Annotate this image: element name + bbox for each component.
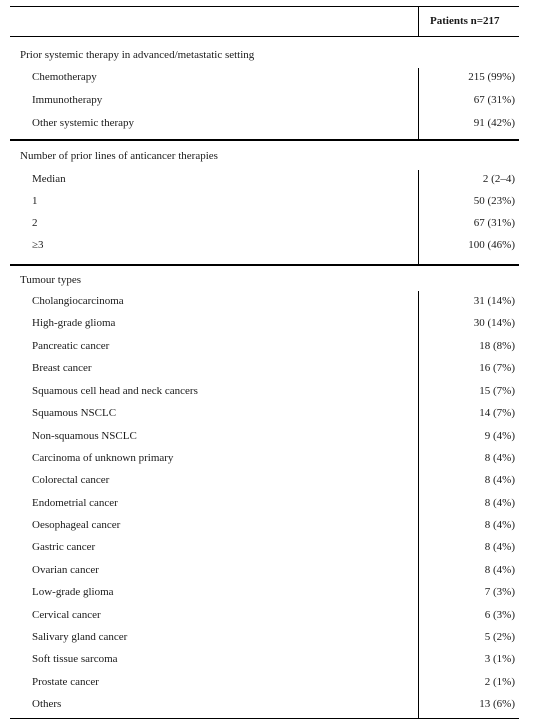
characteristics-table: Patients n=217 Prior systemic therapy in… (10, 6, 519, 719)
row-value: 50 (23%) (473, 195, 515, 207)
row-value: 15 (7%) (479, 385, 515, 397)
row-value: 67 (31%) (473, 217, 515, 229)
section-title: Prior systemic therapy in advanced/metas… (20, 49, 255, 61)
row-label: ≥3 (32, 239, 44, 251)
row-label: High-grade glioma (32, 317, 116, 329)
column-divider (418, 291, 419, 718)
row-value: 8 (4%) (484, 474, 515, 486)
row-value: 8 (4%) (484, 452, 515, 464)
row-value: 18 (8%) (479, 340, 515, 352)
row-value: 5 (2%) (484, 631, 515, 643)
row-label: Chemotherapy (32, 71, 97, 83)
row-value: 8 (4%) (484, 541, 515, 553)
table-bottom-rule (10, 718, 519, 719)
section-title: Tumour types (20, 274, 82, 286)
row-value: 2 (1%) (484, 676, 515, 688)
row-value: 100 (46%) (468, 239, 515, 251)
row-value: 3 (1%) (484, 653, 515, 665)
row-label: Cervical cancer (32, 609, 101, 621)
row-label: Squamous cell head and neck cancers (32, 385, 198, 397)
column-divider (418, 170, 419, 264)
section-1-rule (10, 139, 519, 141)
row-label: Salivary gland cancer (32, 631, 128, 643)
column-divider (418, 68, 419, 139)
row-value: 2 (2–4) (482, 173, 515, 185)
row-label: Ovarian cancer (32, 564, 99, 576)
row-value: 91 (42%) (473, 117, 515, 129)
row-label: Endometrial cancer (32, 497, 118, 509)
row-label: Immunotherapy (32, 94, 103, 106)
row-label: Squamous NSCLC (32, 407, 117, 419)
row-label: Breast cancer (32, 362, 92, 374)
row-label: Pancreatic cancer (32, 340, 110, 352)
row-value: 8 (4%) (484, 497, 515, 509)
row-value: 6 (3%) (484, 609, 515, 621)
row-label: Prostate cancer (32, 676, 99, 688)
row-label: Gastric cancer (32, 541, 96, 553)
row-label: Soft tissue sarcoma (32, 653, 118, 665)
row-label: 1 (32, 195, 38, 207)
header-rule (10, 36, 519, 37)
row-value: 215 (99%) (468, 71, 515, 83)
row-label: Median (32, 173, 66, 185)
row-label: Cholangiocarcinoma (32, 295, 124, 307)
row-value: 14 (7%) (479, 407, 515, 419)
row-value: 9 (4%) (484, 430, 515, 442)
row-value: 31 (14%) (473, 295, 515, 307)
row-value: 13 (6%) (479, 698, 515, 710)
row-label: Colorectal cancer (32, 474, 110, 486)
section-2-rule (10, 264, 519, 266)
row-label: Non-squamous NSCLC (32, 430, 137, 442)
row-value: 16 (7%) (479, 362, 515, 374)
row-label: Other systemic therapy (32, 117, 135, 129)
row-value: 7 (3%) (484, 586, 515, 598)
row-label: Low-grade glioma (32, 586, 114, 598)
row-label: Others (32, 698, 62, 710)
row-value: 8 (4%) (484, 519, 515, 531)
row-value: 30 (14%) (473, 317, 515, 329)
row-value: 67 (31%) (473, 94, 515, 106)
row-label: 2 (32, 217, 38, 229)
column-divider (418, 6, 419, 37)
patients-column-header: Patients n=217 (430, 15, 500, 27)
row-label: Carcinoma of unknown primary (32, 452, 174, 464)
row-value: 8 (4%) (484, 564, 515, 576)
table-top-rule (10, 6, 519, 7)
row-label: Oesophageal cancer (32, 519, 121, 531)
section-title: Number of prior lines of anticancer ther… (20, 150, 218, 162)
